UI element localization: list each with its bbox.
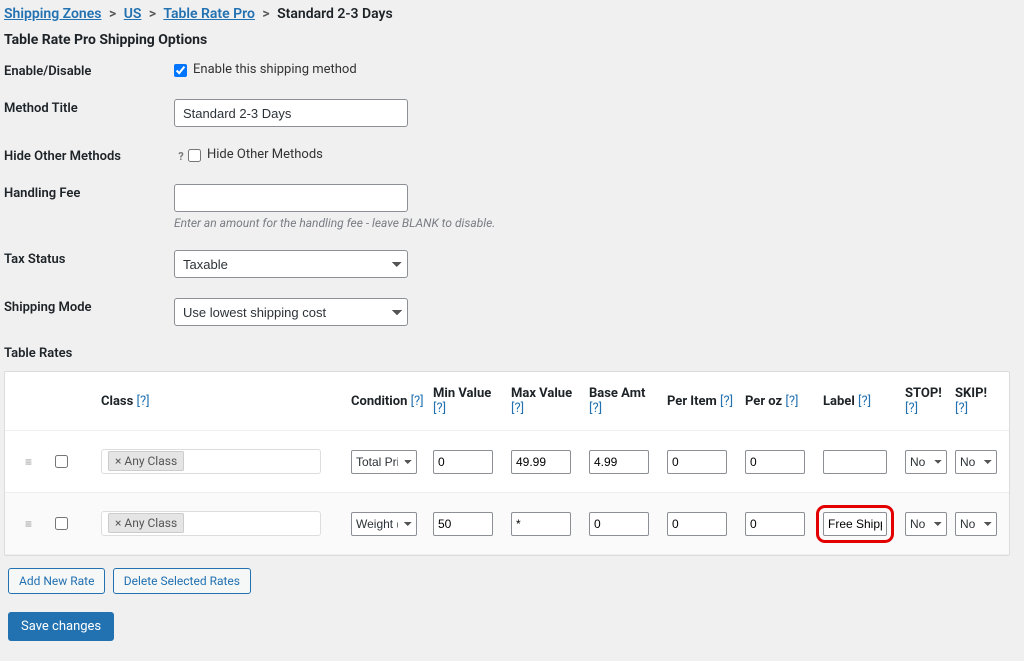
breadcrumb-method[interactable]: Table Rate Pro bbox=[163, 6, 255, 22]
breadcrumb-zones[interactable]: Shipping Zones bbox=[4, 6, 101, 22]
delete-rates-button[interactable]: Delete Selected Rates bbox=[113, 568, 251, 594]
label-method-title: Method Title bbox=[4, 99, 174, 116]
peritem-input[interactable] bbox=[667, 512, 727, 536]
table-row: ≡ × Any Class Total Price ($) No No bbox=[5, 431, 1009, 493]
help-link[interactable]: [?] bbox=[905, 401, 918, 416]
base-input[interactable] bbox=[589, 512, 649, 536]
base-input[interactable] bbox=[589, 450, 649, 474]
col-label: Label bbox=[823, 394, 855, 409]
condition-select[interactable]: Total Price ($) bbox=[351, 450, 417, 474]
help-link[interactable]: [?] bbox=[411, 394, 424, 409]
col-class: Class bbox=[101, 394, 133, 409]
help-link[interactable]: [?] bbox=[589, 401, 602, 416]
help-link[interactable]: [?] bbox=[720, 394, 733, 409]
breadcrumb-sep: > bbox=[105, 6, 120, 22]
help-link[interactable]: [?] bbox=[955, 401, 968, 416]
label-tax: Tax Status bbox=[4, 250, 174, 267]
col-peritem: Per Item bbox=[667, 394, 717, 409]
breadcrumb-current: Standard 2-3 Days bbox=[277, 6, 393, 22]
help-icon[interactable]: ? bbox=[174, 149, 188, 163]
help-link[interactable]: [?] bbox=[511, 401, 524, 416]
shipping-mode-select[interactable]: Use lowest shipping cost bbox=[174, 298, 408, 326]
col-peroz: Per oz bbox=[745, 394, 782, 409]
tax-status-select[interactable]: Taxable bbox=[174, 250, 408, 278]
drag-handle-icon[interactable]: ≡ bbox=[11, 455, 47, 469]
hide-other-checkbox[interactable] bbox=[188, 149, 201, 162]
table-row: ≡ × Any Class Weight (oz) No No bbox=[5, 493, 1009, 555]
breadcrumb: Shipping Zones > US > Table Rate Pro > S… bbox=[4, 4, 1014, 28]
hide-other-text: Hide Other Methods bbox=[207, 147, 323, 162]
breadcrumb-sep: > bbox=[145, 6, 160, 22]
col-condition: Condition bbox=[351, 394, 407, 409]
help-link[interactable]: [?] bbox=[858, 394, 871, 409]
save-button[interactable]: Save changes bbox=[8, 612, 114, 641]
stop-select[interactable]: No bbox=[905, 512, 947, 536]
peritem-input[interactable] bbox=[667, 450, 727, 474]
col-max: Max Value bbox=[511, 386, 572, 401]
class-chip[interactable]: × Any Class bbox=[108, 513, 184, 533]
help-link[interactable]: [?] bbox=[433, 401, 446, 416]
label-hide-other: Hide Other Methods bbox=[4, 147, 174, 164]
handling-desc: Enter an amount for the handling fee - l… bbox=[174, 216, 495, 230]
label-input[interactable] bbox=[823, 512, 887, 536]
min-input[interactable] bbox=[433, 450, 493, 474]
label-table-rates: Table Rates bbox=[4, 346, 1014, 361]
enable-text: Enable this shipping method bbox=[193, 62, 357, 77]
method-title-input[interactable] bbox=[174, 99, 408, 127]
col-min: Min Value bbox=[433, 386, 491, 401]
col-base: Base Amt bbox=[589, 386, 645, 401]
label-mode: Shipping Mode bbox=[4, 298, 174, 315]
breadcrumb-country[interactable]: US bbox=[124, 6, 142, 22]
col-stop: STOP! bbox=[905, 386, 942, 401]
col-skip: SKIP! bbox=[955, 386, 987, 401]
stop-select[interactable]: No bbox=[905, 450, 947, 474]
class-select[interactable]: × Any Class bbox=[101, 511, 321, 536]
rates-header-row: Class [?] Condition [?] Min Value [?] Ma… bbox=[5, 372, 1009, 431]
drag-handle-icon[interactable]: ≡ bbox=[11, 517, 47, 531]
add-new-rate-button[interactable]: Add New Rate bbox=[8, 568, 105, 594]
row-select-checkbox[interactable] bbox=[55, 517, 68, 530]
rates-table: Class [?] Condition [?] Min Value [?] Ma… bbox=[4, 371, 1010, 556]
help-link[interactable]: [?] bbox=[137, 394, 150, 409]
skip-select[interactable]: No bbox=[955, 450, 997, 474]
peroz-input[interactable] bbox=[745, 512, 805, 536]
enable-checkbox[interactable] bbox=[174, 64, 187, 77]
label-input[interactable] bbox=[823, 450, 887, 474]
min-input[interactable] bbox=[433, 512, 493, 536]
condition-select[interactable]: Weight (oz) bbox=[351, 512, 417, 536]
max-input[interactable] bbox=[511, 450, 571, 474]
max-input[interactable] bbox=[511, 512, 571, 536]
label-enable: Enable/Disable bbox=[4, 62, 174, 79]
peroz-input[interactable] bbox=[745, 450, 805, 474]
skip-select[interactable]: No bbox=[955, 512, 997, 536]
label-handling: Handling Fee bbox=[4, 184, 174, 201]
page-title: Table Rate Pro Shipping Options bbox=[4, 32, 1014, 48]
handling-fee-input[interactable] bbox=[174, 184, 408, 212]
class-select[interactable]: × Any Class bbox=[101, 449, 321, 474]
row-select-checkbox[interactable] bbox=[55, 455, 68, 468]
class-chip[interactable]: × Any Class bbox=[108, 451, 184, 471]
help-link[interactable]: [?] bbox=[785, 394, 798, 409]
breadcrumb-sep: > bbox=[258, 6, 273, 22]
